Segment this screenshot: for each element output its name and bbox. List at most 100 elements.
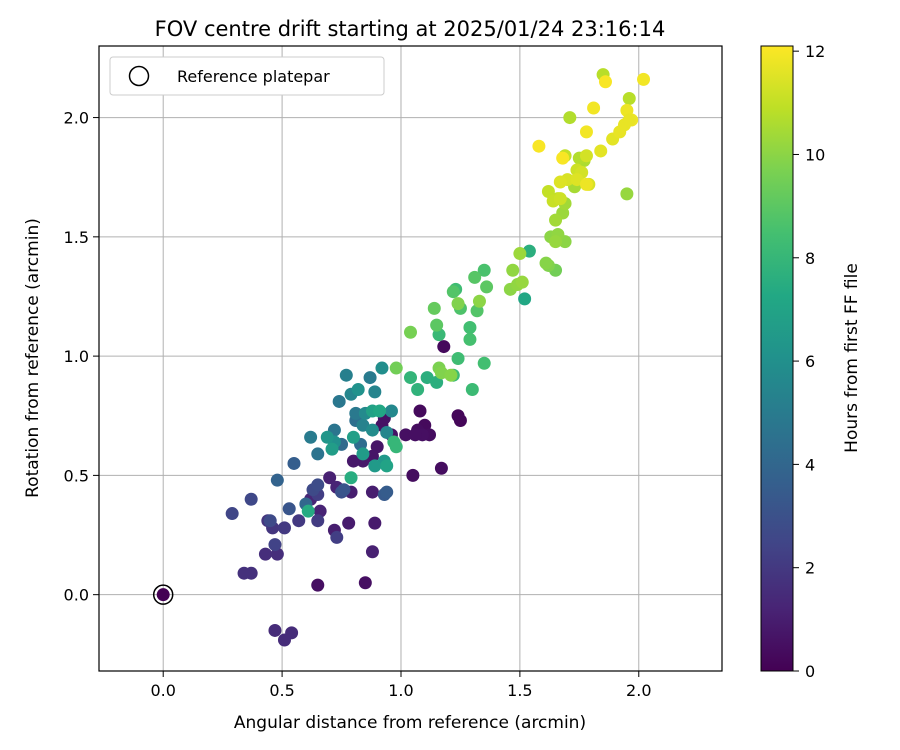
legend-marker-open-circle: [128, 65, 150, 87]
colorbar-tick-label: 0: [805, 662, 815, 681]
colorbar: 0 2 4 6 8 10 12 Hours from first FF file: [760, 42, 862, 681]
data-point: [515, 275, 529, 289]
legend-box: [109, 56, 385, 96]
data-point: [368, 459, 382, 473]
data-point: [430, 318, 444, 332]
x-tick-label: 0.0: [150, 681, 175, 700]
data-point: [408, 428, 422, 442]
data-point: [311, 514, 325, 528]
data-point: [380, 459, 394, 473]
data-point: [384, 404, 398, 418]
data-point: [365, 545, 379, 559]
data-point: [463, 332, 477, 346]
data-point: [304, 430, 318, 444]
data-point: [380, 425, 394, 439]
y-tick-label: 0.5: [64, 466, 89, 485]
data-point: [225, 507, 239, 521]
data-point: [363, 371, 377, 385]
data-point: [344, 471, 358, 485]
data-point: [389, 440, 403, 454]
x-tick-label: 0.5: [269, 681, 294, 700]
data-point: [444, 368, 458, 382]
data-point: [532, 139, 546, 153]
data-point: [311, 478, 325, 492]
data-point: [268, 623, 282, 637]
data-point: [620, 187, 634, 201]
colorbar-tick-label: 8: [805, 249, 815, 268]
data-point: [244, 492, 258, 506]
data-point: [399, 428, 413, 442]
x-axis-label: Angular distance from reference (arcmin): [234, 713, 586, 733]
colorbar-gradient: [760, 45, 794, 672]
data-point: [389, 361, 403, 375]
colorbar-tick-label: 2: [805, 559, 815, 578]
reference-point-marker: [152, 584, 174, 605]
colorbar-tick-label: 4: [805, 455, 815, 474]
x-tick-label: 1.0: [388, 681, 413, 700]
data-point: [406, 468, 420, 482]
colorbar-tick-label: 10: [805, 145, 825, 164]
data-point: [346, 430, 360, 444]
colorbar-tick-label: 6: [805, 352, 815, 371]
data-point: [258, 547, 272, 561]
data-point: [472, 294, 486, 308]
data-point: [330, 530, 344, 544]
data-point: [373, 404, 387, 418]
data-point: [380, 485, 394, 499]
data-point: [587, 101, 601, 115]
data-point: [556, 151, 570, 165]
data-point: [375, 361, 389, 375]
data-point: [411, 383, 425, 397]
data-point: [451, 352, 465, 365]
x-axis-ticks: 0.0 0.5 1.0 1.5 2.0: [150, 671, 652, 700]
data-point: [579, 125, 593, 139]
data-point: [477, 356, 491, 370]
data-point: [622, 113, 636, 127]
data-point: [368, 516, 382, 530]
x-tick-label: 1.5: [507, 681, 532, 700]
data-point: [332, 394, 346, 408]
data-point: [553, 175, 567, 189]
data-point: [579, 177, 593, 191]
data-point: [339, 368, 353, 382]
data-point: [156, 588, 170, 602]
data-point: [365, 423, 379, 437]
x-tick-label: 2.0: [626, 681, 651, 700]
data-point: [553, 192, 567, 206]
data-point: [594, 144, 608, 158]
plot-frame: [98, 45, 723, 672]
legend: Reference platepar: [109, 56, 385, 96]
data-point: [427, 301, 441, 315]
data-point: [434, 461, 448, 475]
data-point: [311, 447, 325, 461]
data-point: [622, 91, 636, 105]
data-point: [549, 235, 563, 249]
data-point: [506, 263, 520, 277]
legend-label: Reference platepar: [177, 67, 330, 86]
data-point: [282, 502, 296, 516]
data-point: [598, 75, 612, 89]
data-point: [413, 404, 427, 418]
data-point: [301, 504, 315, 518]
data-point: [446, 285, 460, 299]
data-point: [468, 270, 482, 284]
data-point: [337, 483, 351, 497]
data-point: [351, 383, 365, 397]
data-point: [563, 111, 577, 125]
data-point: [323, 471, 337, 485]
data-point: [477, 263, 491, 277]
data-points: [152, 68, 651, 647]
y-tick-label: 0.0: [64, 586, 89, 605]
data-point: [237, 566, 251, 580]
y-tick-label: 2.0: [64, 109, 89, 128]
data-point: [358, 576, 372, 590]
data-point: [356, 447, 370, 461]
data-point: [453, 414, 467, 428]
chart-title: FOV centre drift starting at 2025/01/24 …: [155, 17, 666, 41]
data-point: [349, 406, 363, 420]
data-point: [368, 385, 382, 399]
data-point: [451, 297, 465, 311]
data-point: [320, 430, 334, 444]
data-point: [404, 371, 417, 385]
